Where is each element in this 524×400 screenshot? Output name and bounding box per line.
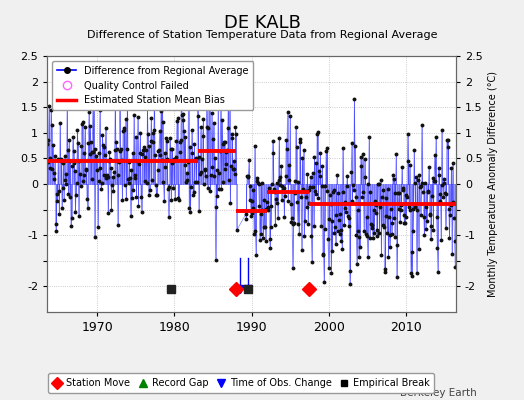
Legend: Difference from Regional Average, Quality Control Failed, Estimated Station Mean: Difference from Regional Average, Qualit… bbox=[52, 61, 254, 110]
Legend: Station Move, Record Gap, Time of Obs. Change, Empirical Break: Station Move, Record Gap, Time of Obs. C… bbox=[48, 374, 434, 393]
Y-axis label: Monthly Temperature Anomaly Difference (°C): Monthly Temperature Anomaly Difference (… bbox=[488, 71, 498, 297]
Text: DE KALB: DE KALB bbox=[224, 14, 300, 32]
Text: Berkeley Earth: Berkeley Earth bbox=[400, 388, 477, 398]
Text: Difference of Station Temperature Data from Regional Average: Difference of Station Temperature Data f… bbox=[87, 30, 437, 40]
